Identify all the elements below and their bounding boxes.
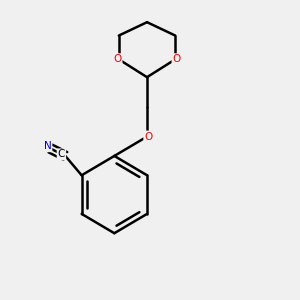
Text: O: O <box>172 54 181 64</box>
Text: N: N <box>44 141 51 151</box>
Text: C: C <box>58 149 65 160</box>
Text: O: O <box>113 54 122 64</box>
Text: O: O <box>144 132 153 142</box>
